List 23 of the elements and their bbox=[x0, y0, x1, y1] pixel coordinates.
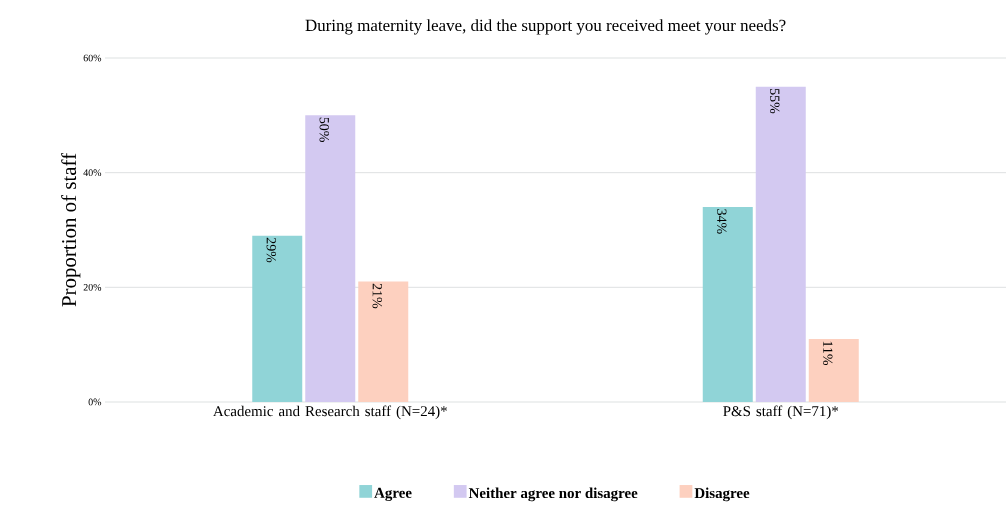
legend-label: Agree bbox=[374, 487, 412, 502]
y-tick-label: 20% bbox=[83, 283, 102, 291]
data-label: 50% bbox=[319, 117, 329, 142]
x-tick-label: P&S staff (N=71)* bbox=[723, 405, 839, 420]
legend-label: Disagree bbox=[694, 487, 750, 502]
bar bbox=[808, 338, 859, 402]
y-tick-label: 60% bbox=[83, 54, 102, 62]
data-label: 29% bbox=[266, 237, 276, 263]
bar bbox=[755, 86, 806, 402]
legend-label: Neither agree nor disagree bbox=[468, 487, 638, 502]
x-tick-label: Academic and Research staff (N=24)* bbox=[213, 405, 447, 420]
data-label: 34% bbox=[717, 209, 727, 234]
bar bbox=[702, 207, 753, 402]
chart-title: During maternity leave, did the support you received meet your needs? bbox=[305, 19, 786, 35]
data-label: 11% bbox=[823, 341, 833, 366]
y-tick-label: 40% bbox=[83, 169, 102, 177]
data-label: 21% bbox=[372, 283, 382, 309]
bar bbox=[305, 115, 356, 402]
data-label: 55% bbox=[770, 89, 780, 114]
bar bbox=[252, 235, 303, 402]
y-axis-title: Proportion of staff bbox=[61, 152, 81, 307]
y-tick-label: 0% bbox=[88, 398, 102, 406]
bar bbox=[358, 281, 409, 402]
